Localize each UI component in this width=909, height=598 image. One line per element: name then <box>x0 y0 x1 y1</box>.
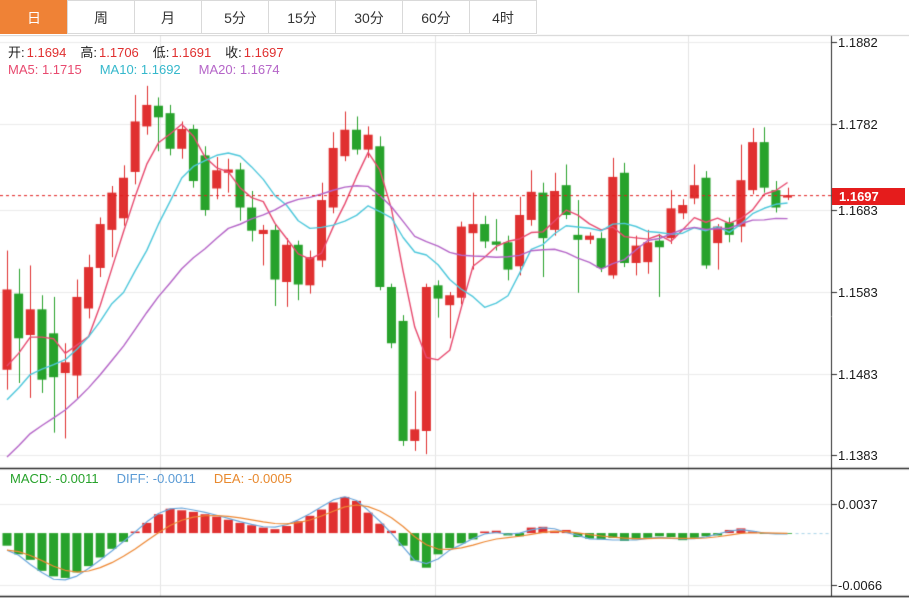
dea-value: DEA: -0.0005 <box>213 471 292 486</box>
price-axis-tick-3: 1.1683 <box>838 203 878 218</box>
price-axis-tick-4: 1.1583 <box>838 285 878 300</box>
low-label: 低: <box>152 45 170 60</box>
ma20-legend: MA20: 1.1674 <box>198 62 280 77</box>
tab-30min[interactable]: 30分 <box>335 0 403 34</box>
high-value: 1.1706 <box>99 45 139 60</box>
diff-value: DIFF: -0.0011 <box>116 471 196 486</box>
tab-week[interactable]: 周 <box>67 0 135 34</box>
close-value: 1.1697 <box>243 45 284 60</box>
tab-day[interactable]: 日 <box>0 0 68 34</box>
macd-axis-tick-2: -0.0066 <box>838 578 883 593</box>
macd-legend: MACD: -0.0011 DIFF: -0.0011 DEA: -0.0005 <box>10 471 310 486</box>
price-axis-tick-6: 1.1383 <box>838 448 878 463</box>
period-tab-bar: 日 周 月 5分 15分 30分 60分 4时 <box>0 0 537 35</box>
price-axis-tick-1: 1.1882 <box>838 35 878 50</box>
macd-value: MACD: -0.0011 <box>10 471 99 486</box>
tab-month[interactable]: 月 <box>134 0 202 34</box>
open-label: 开: <box>8 45 25 60</box>
tab-15min[interactable]: 15分 <box>268 0 336 34</box>
high-label: 高: <box>80 45 98 60</box>
ma10-legend: MA10: 1.1692 <box>99 62 181 77</box>
ma5-legend: MA5: 1.1715 <box>8 62 82 77</box>
low-value: 1.1691 <box>171 45 212 60</box>
ohlc-readout: 开: 1.1694 高: 1.1706 低: 1.1691 收: 1.1697 <box>8 42 298 61</box>
ma-legend: MA5: 1.1715 MA10: 1.1692 MA20: 1.1674 <box>8 62 298 77</box>
tab-60min[interactable]: 60分 <box>402 0 470 34</box>
price-axis-tick-2: 1.1782 <box>838 117 878 132</box>
current-price-tag: 1.1697 <box>832 188 905 205</box>
tab-5min[interactable]: 5分 <box>201 0 269 34</box>
price-axis-tick-5: 1.1483 <box>838 367 878 382</box>
close-label: 收: <box>225 45 242 60</box>
macd-axis-tick-1: 0.0037 <box>838 497 878 512</box>
open-value: 1.1694 <box>26 45 67 60</box>
tab-4hour[interactable]: 4时 <box>469 0 537 34</box>
